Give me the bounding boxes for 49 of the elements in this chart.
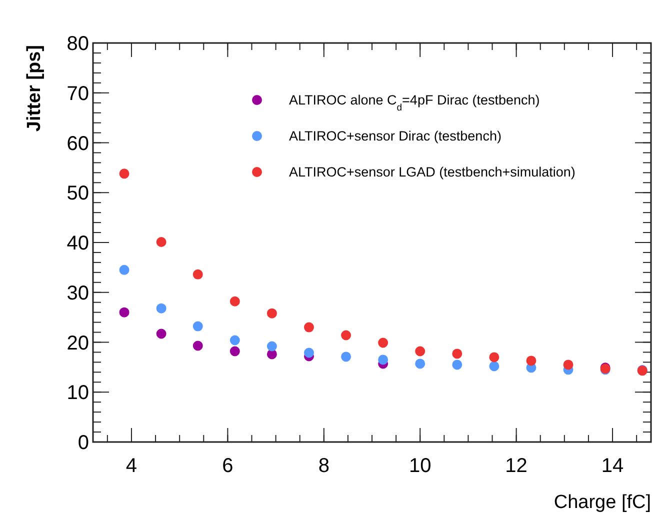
point <box>192 321 203 332</box>
legend-label: ALTIROC+sensor Dirac (testbench) <box>289 128 502 144</box>
point <box>119 168 130 179</box>
x-tick-label: 8 <box>318 455 330 477</box>
point <box>156 237 166 247</box>
point <box>378 338 388 348</box>
point <box>266 341 277 352</box>
point <box>489 361 500 372</box>
legend-label: ALTIROC+sensor LGAD (testbench+simulation) <box>289 164 576 180</box>
point <box>119 307 130 318</box>
y-tick-label: 80 <box>66 33 89 55</box>
point <box>156 328 166 339</box>
legend-label: ALTIROC alone C$_{d}$=4pF Dirac (testbench) <box>289 92 540 114</box>
point <box>230 296 240 306</box>
point <box>563 360 574 370</box>
x-tick-label: 10 <box>408 455 432 477</box>
point <box>119 264 130 275</box>
y-tick-label: 30 <box>66 282 89 304</box>
point <box>452 360 462 370</box>
point <box>341 330 352 340</box>
point <box>266 349 277 360</box>
y-tick-label: 40 <box>66 232 89 254</box>
y-tick-label: 50 <box>66 182 89 205</box>
point <box>192 269 203 280</box>
point <box>266 308 277 318</box>
y-axis-title: Jitter [ps] <box>24 45 45 132</box>
x-tick-label: 6 <box>222 455 234 477</box>
y-tick-label: 70 <box>66 82 89 105</box>
y-tick-label: 0 <box>78 432 89 454</box>
y-tick-label: 60 <box>66 132 89 155</box>
point <box>304 322 314 332</box>
point <box>304 348 314 358</box>
x-axis-title: Charge [fC] <box>554 492 651 513</box>
point <box>378 354 388 365</box>
point <box>341 352 352 362</box>
point <box>415 358 426 369</box>
x-tick-label: 4 <box>126 455 138 477</box>
point <box>230 346 240 356</box>
point <box>452 348 462 359</box>
point <box>192 340 203 351</box>
x-tick-label: 14 <box>601 455 624 477</box>
y-tick-label: 10 <box>66 382 89 404</box>
point <box>526 356 536 366</box>
point <box>489 352 500 362</box>
point <box>156 303 166 314</box>
point <box>230 335 240 346</box>
x-tick-label: 12 <box>505 455 528 477</box>
y-tick-label: 20 <box>66 332 89 354</box>
point <box>415 346 426 356</box>
